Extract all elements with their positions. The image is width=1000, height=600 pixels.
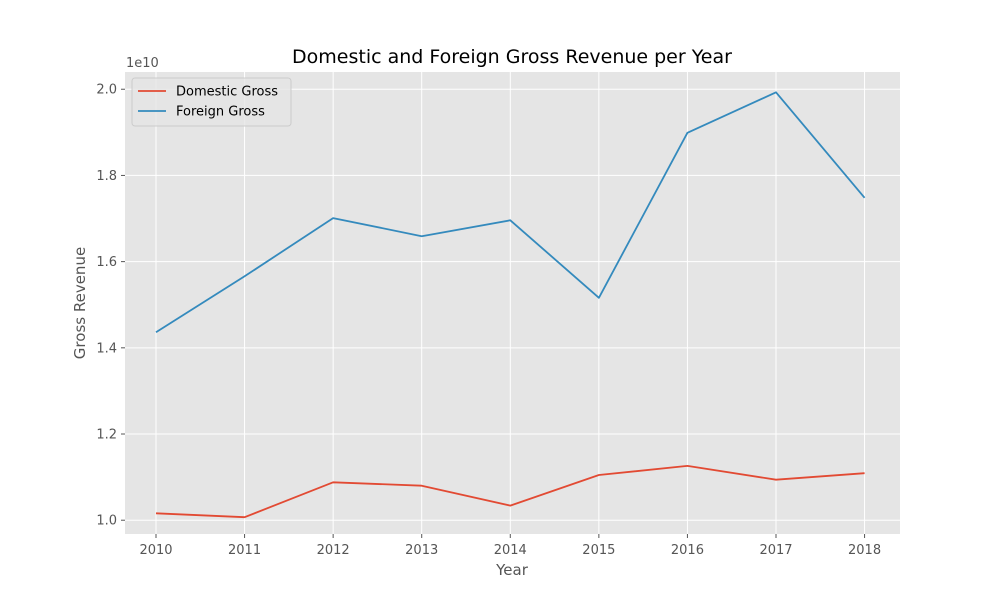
x-tick-label: 2017 [759, 543, 792, 558]
x-axis-label: Year [495, 561, 529, 579]
legend-label-domestic-gross: Domestic Gross [176, 85, 278, 100]
y-tick-label: 1.0 [96, 514, 117, 529]
x-tick-label: 2010 [139, 543, 172, 558]
x-tick-label: 2015 [582, 543, 615, 558]
x-tick-label: 2018 [848, 543, 881, 558]
y-offset-label: 1e10 [126, 56, 159, 71]
x-axis: 2010 2011 2012 2013 2014 2015 2016 2017 2018 [139, 534, 881, 558]
y-axis: 1.0 1.2 1.4 1.6 1.8 2.0 [96, 83, 125, 529]
y-tick-label: 1.2 [96, 428, 117, 443]
x-tick-label: 2011 [228, 543, 261, 558]
chart-title: Domestic and Foreign Gross Revenue per Y… [292, 46, 732, 68]
y-tick-label: 1.6 [96, 255, 117, 270]
series-layer [155, 91, 866, 519]
y-tick-label: 1.4 [96, 341, 117, 356]
legend-label-foreign-gross: Foreign Gross [176, 105, 265, 120]
y-axis-label: Gross Revenue [71, 247, 89, 359]
x-tick-label: 2014 [494, 543, 527, 558]
x-tick-label: 2012 [317, 543, 350, 558]
plot-area [125, 72, 900, 534]
y-tick-label: 1.8 [96, 169, 117, 184]
series-line-domestic-gross [155, 464, 865, 519]
series-line-foreign-gross [155, 91, 866, 334]
grid-lines [125, 72, 900, 534]
legend: Domestic Gross Foreign Gross [131, 77, 292, 127]
y-tick-label: 2.0 [96, 83, 117, 98]
x-tick-label: 2016 [671, 543, 704, 558]
x-tick-label: 2013 [405, 543, 438, 558]
legend-box [131, 77, 292, 127]
